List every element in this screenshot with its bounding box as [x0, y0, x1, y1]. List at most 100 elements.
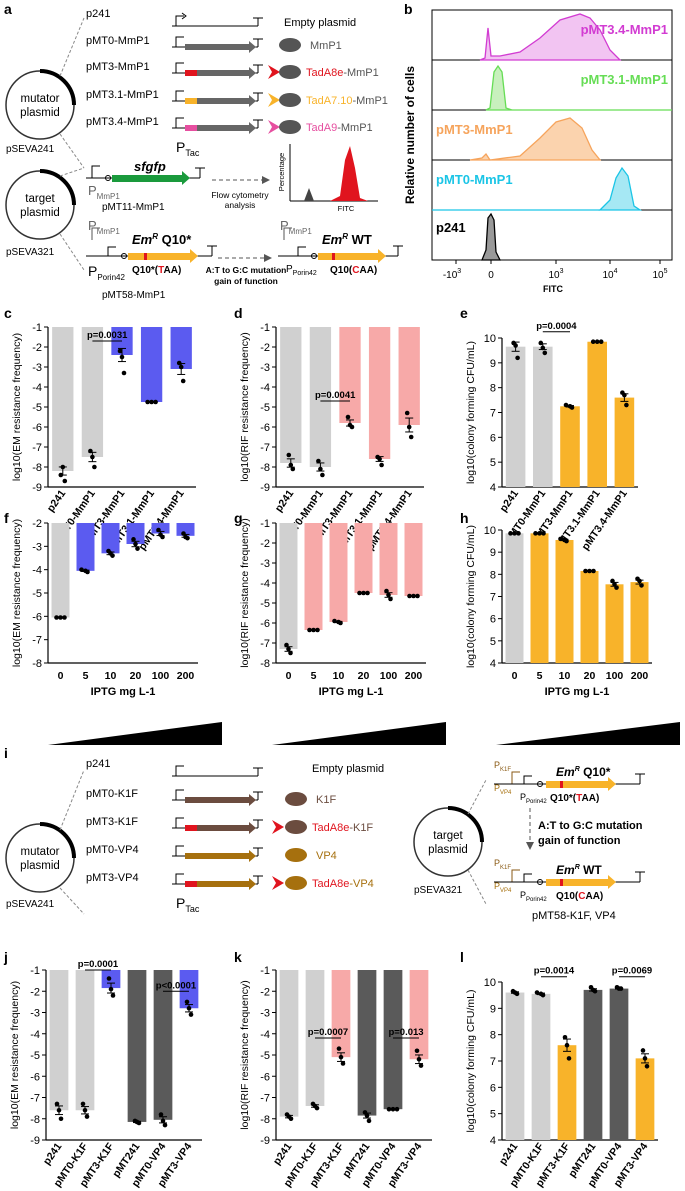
y-tick-label: -1 — [260, 965, 270, 977]
q10-star: Q10* — [158, 232, 192, 247]
x-tick-label: 105 — [652, 268, 667, 281]
y-tick-label: -1 — [260, 322, 270, 334]
category-label: 200 — [631, 670, 649, 682]
data-point — [345, 414, 351, 420]
data-point — [133, 541, 138, 547]
y-tick-label: -6 — [32, 611, 42, 623]
y-tick-label: -8 — [32, 462, 42, 474]
data-point — [180, 378, 186, 384]
data-point — [58, 615, 63, 620]
data-point — [288, 1116, 294, 1122]
data-point — [332, 618, 337, 624]
pmmp1-sub: MmP1 — [289, 227, 313, 236]
target-plasmid-label-2: plasmid — [20, 207, 60, 219]
y-tick-label: -3 — [260, 558, 270, 570]
bar — [331, 970, 351, 1058]
promoter-arrow-icon — [175, 117, 184, 128]
panel-letter-h: h — [460, 510, 469, 526]
data-point — [591, 568, 596, 574]
y-tick-label: 4 — [490, 658, 496, 670]
data-point — [377, 456, 382, 462]
y-tick-label: -3 — [260, 1008, 270, 1020]
bar — [179, 970, 199, 1009]
ptac-text: P — [176, 139, 185, 155]
mutation-label-1: A:T to G:C mutation — [538, 820, 643, 832]
pmt58-label: pMT58-MmP1 — [102, 290, 166, 301]
y-tick-label: -1 — [260, 518, 270, 530]
deaminase-block — [185, 98, 197, 104]
data-point — [538, 340, 544, 346]
data-point — [541, 531, 546, 536]
promoter-arrow-icon — [523, 873, 532, 882]
bar — [339, 327, 361, 423]
y-tick-label: 8 — [490, 1030, 496, 1042]
gene-block — [197, 881, 249, 887]
target-plasmid-label-1: target — [433, 830, 463, 842]
y-axis-label: log10(RIF resistance frequency) — [239, 332, 251, 481]
emr-gene — [546, 879, 608, 886]
pvp4-sub: VP4 — [500, 790, 512, 796]
bar — [531, 993, 551, 1140]
data-point — [639, 583, 644, 588]
panel-a-schematic: mutator plasmid pSEVA241 p241 Empty plas… — [5, 8, 403, 301]
y-tick-label: -7 — [260, 638, 270, 650]
porin-sub: Porin42 — [293, 270, 317, 277]
data-point — [117, 348, 123, 354]
data-point — [60, 464, 66, 470]
data-point — [564, 1042, 570, 1048]
data-point — [158, 1112, 164, 1117]
data-point — [515, 355, 520, 361]
promoter-arrow-icon — [175, 62, 184, 73]
emr-sup: R — [152, 232, 158, 241]
dash-line — [59, 133, 85, 169]
tick-base: 10 — [602, 270, 614, 281]
data-point — [592, 988, 598, 994]
data-point — [286, 452, 292, 458]
bar-charts: -1-2-3-4-5-6-7-8-9 p241pMT0-MmP1pMT3-MmP1… — [9, 321, 658, 1189]
q10-taa-b: T — [158, 265, 164, 276]
fusion-label: TadA7.10-MmP1 — [306, 95, 388, 107]
data-point — [88, 448, 93, 454]
y-tick-label: -9 — [32, 482, 42, 494]
data-point — [188, 1012, 194, 1017]
y-tick-label: 8 — [490, 383, 496, 395]
y-tick-label: -1 — [32, 322, 42, 334]
tick-base: 10 — [652, 270, 664, 281]
data-point — [533, 531, 538, 536]
deaminase-block — [185, 70, 197, 76]
construct-label: pMT3-MmP1 — [86, 61, 150, 73]
data-point — [119, 354, 125, 360]
emr-text: Em — [322, 232, 343, 247]
promoter-arrow-icon — [297, 246, 306, 256]
porin-text: P — [286, 264, 293, 275]
protein-text: -MmP1 — [337, 122, 372, 134]
y-tick-label: 5 — [490, 1109, 496, 1121]
bar — [75, 970, 95, 1111]
promoter-arrow-icon — [175, 789, 184, 800]
data-point — [644, 1063, 650, 1069]
data-point — [418, 1063, 424, 1068]
y-tick-label: -6 — [260, 1071, 270, 1083]
data-point — [406, 424, 412, 430]
data-point — [176, 360, 182, 366]
gene-block — [197, 70, 249, 76]
protein-ellipse — [285, 876, 307, 890]
y-tick-label: 10 — [484, 333, 496, 345]
p-value-label: p=0.0007 — [308, 1027, 348, 1038]
emr-gene — [128, 253, 190, 260]
data-point — [336, 1046, 342, 1051]
pmmp1-sub: MmP1 — [97, 227, 121, 236]
panel-letter-c: c — [4, 305, 12, 321]
protein-text: -MmP1 — [352, 95, 387, 107]
y-tick-label: -2 — [260, 342, 270, 354]
bar — [368, 327, 391, 459]
y-tick-label: 7 — [490, 408, 496, 420]
y-tick-label: -4 — [30, 1029, 40, 1041]
pmmp1-sub: MmP1 — [97, 192, 121, 201]
category-label: 10 — [105, 670, 117, 682]
y-axis-label: log10(RIF resistance frequency) — [239, 518, 251, 667]
y-tick-label: -5 — [260, 1050, 270, 1062]
track-label: pMT0-MmP1 — [436, 172, 513, 187]
pk1f-label: PK1F — [494, 760, 511, 773]
pseva321-label: pSEVA321 — [6, 247, 55, 258]
